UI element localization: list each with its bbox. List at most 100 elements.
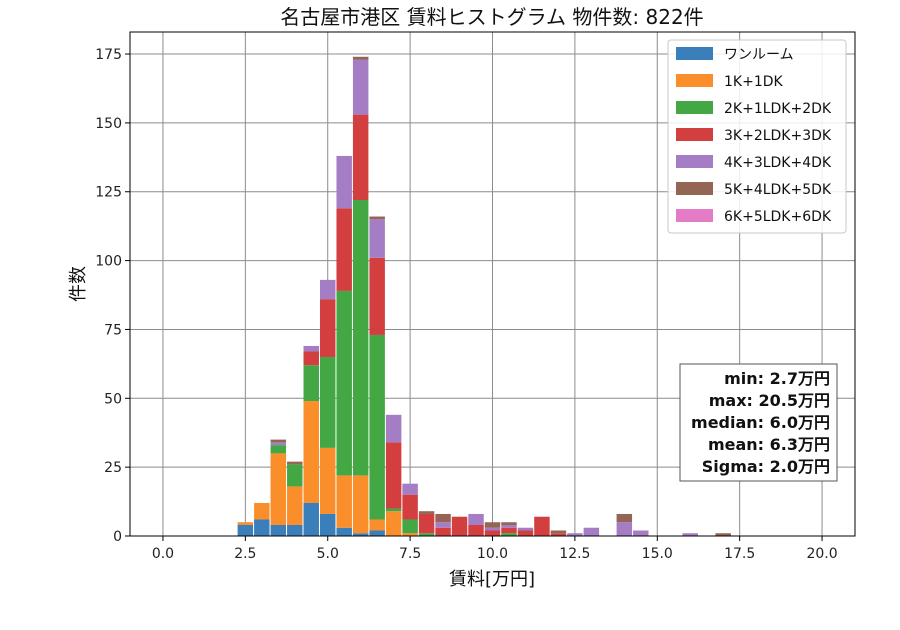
bar-segment [270, 524, 287, 536]
bar-segment [287, 464, 303, 487]
bar-segment [501, 527, 517, 534]
bar-segment [237, 524, 254, 536]
legend-swatch [676, 155, 713, 168]
bar-segment [682, 533, 698, 536]
bar-segment [418, 511, 435, 514]
bar-segment [319, 356, 336, 448]
stat-mean: mean: 6.3万円 [708, 435, 830, 454]
bar-segment [369, 257, 385, 335]
bar-segment [501, 524, 517, 528]
bar-segment [468, 513, 484, 525]
bar-segment [319, 513, 336, 536]
x-tick-label: 10.0 [477, 546, 508, 562]
bar-segment [319, 299, 336, 357]
bar-segment [336, 475, 352, 528]
x-tick-label: 2.5 [234, 546, 256, 562]
legend-label: 5K+4LDK+5DK [724, 182, 832, 198]
bar-segment [468, 524, 484, 536]
chart-title: 名古屋市港区 賃料ヒストグラム 物件数: 822件 [280, 5, 703, 29]
bar-segment [435, 513, 451, 523]
bar-segment [369, 334, 385, 520]
bar-segment [402, 533, 418, 536]
bar-segment [352, 533, 369, 536]
x-tick-label: 17.5 [724, 546, 755, 562]
bar-segment [369, 530, 385, 536]
y-tick-label: 50 [104, 391, 122, 407]
bar-segment [352, 114, 369, 200]
legend-label: 1K+1DK [724, 74, 784, 90]
legend-swatch [676, 47, 713, 60]
legend-label: 6K+5LDK+6DK [724, 209, 832, 225]
x-axis-title: 賃料[万円] [449, 569, 535, 590]
x-tick-label: 12.5 [559, 546, 590, 562]
bar-segment [319, 279, 336, 300]
y-tick-label: 175 [95, 47, 122, 63]
bar-segment [287, 486, 303, 525]
y-tick-label: 0 [113, 529, 122, 545]
bar-segment [336, 290, 352, 476]
bar-segment [616, 522, 633, 536]
bar-segment [517, 530, 534, 536]
bar-segment [385, 511, 402, 536]
bar-segment [534, 516, 550, 536]
bar-segment [501, 533, 517, 536]
bar-segment [517, 527, 534, 531]
bar-segment [270, 453, 287, 525]
y-tick-label: 125 [95, 185, 122, 201]
x-tick-label: 5.0 [317, 546, 339, 562]
bar-segment [418, 533, 435, 536]
bar-segment [418, 513, 435, 534]
bar-segment [254, 519, 270, 536]
bar-segment [270, 442, 287, 446]
bar-segment [385, 414, 402, 443]
bar-segment [270, 445, 287, 454]
bar-segment [352, 200, 369, 476]
bar-segment [567, 533, 583, 536]
y-tick-label: 25 [104, 460, 122, 476]
bar-segment [287, 524, 303, 536]
bar-segment [583, 527, 600, 536]
bar-segment [254, 502, 270, 520]
legend-swatch [676, 74, 713, 87]
y-tick-label: 100 [95, 254, 122, 270]
bar-segment [402, 519, 418, 534]
bar-segment [237, 522, 254, 525]
stats-box-frame [679, 363, 838, 482]
bar-segment [435, 527, 451, 536]
x-tick-label: 7.5 [399, 546, 421, 562]
bar-segment [287, 461, 303, 465]
y-ticks: 0 25 50 75 100 125 150 175 [95, 47, 130, 545]
bar-segment [402, 483, 418, 495]
bar-segment [402, 494, 418, 520]
legend-swatch [676, 128, 713, 141]
bar-segment [303, 365, 319, 402]
bar-segment [484, 527, 501, 531]
bar-segment [715, 533, 731, 536]
bar-segment [336, 155, 352, 209]
legend-swatch [676, 182, 713, 195]
bar-segment [352, 475, 369, 534]
bar-segment [550, 533, 567, 536]
bars [237, 56, 731, 536]
stat-min: min: 2.7万円 [724, 369, 830, 388]
bar-segment [550, 530, 567, 534]
bar-segment [303, 502, 319, 536]
bar-segment [270, 439, 287, 443]
legend-label: 4K+3LDK+4DK [724, 155, 832, 171]
y-tick-label: 75 [104, 322, 122, 338]
y-tick-label: 150 [95, 116, 122, 132]
bar-segment [435, 522, 451, 528]
bar-segment [319, 447, 336, 514]
bar-segment [501, 522, 517, 525]
bar-segment [633, 530, 649, 536]
bar-segment [336, 527, 352, 536]
bar-segment [451, 516, 468, 536]
y-axis-title: 件数 [68, 266, 89, 302]
x-tick-label: 20.0 [806, 546, 837, 562]
bar-segment [484, 522, 501, 528]
stat-max: max: 20.5万円 [709, 391, 830, 410]
legend: ワンルーム 1K+1DK 2K+1LDK+2DK 3K+2LDK+3DK 4K+3LDK… [667, 39, 847, 234]
bar-segment [616, 513, 633, 523]
x-ticks: 0.0 2.5 5.0 7.5 10.0 12.5 15.0 17.5 20.0 [152, 536, 838, 562]
